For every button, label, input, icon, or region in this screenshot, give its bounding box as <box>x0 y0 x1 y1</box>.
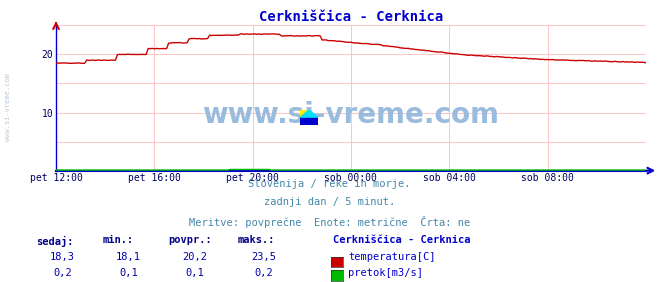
Text: 18,1: 18,1 <box>116 252 141 262</box>
Text: pretok[m3/s]: pretok[m3/s] <box>348 268 423 278</box>
Title: Cerkniščica - Cerknica: Cerkniščica - Cerknica <box>259 10 443 24</box>
Text: 0,2: 0,2 <box>53 268 72 278</box>
Text: 0,1: 0,1 <box>185 268 204 278</box>
Text: 20,2: 20,2 <box>182 252 207 262</box>
Text: 0,1: 0,1 <box>119 268 138 278</box>
Text: Cerkniščica - Cerknica: Cerkniščica - Cerknica <box>333 235 471 245</box>
Text: www.si-vreme.com: www.si-vreme.com <box>5 73 11 141</box>
Text: 23,5: 23,5 <box>251 252 276 262</box>
Text: min.:: min.: <box>102 235 133 245</box>
Polygon shape <box>300 118 318 125</box>
Text: www.si-vreme.com: www.si-vreme.com <box>202 102 500 129</box>
Text: povpr.:: povpr.: <box>168 235 212 245</box>
Text: 18,3: 18,3 <box>50 252 75 262</box>
Polygon shape <box>300 110 309 118</box>
Text: maks.:: maks.: <box>237 235 275 245</box>
Text: sedaj:: sedaj: <box>36 235 74 246</box>
Text: zadnji dan / 5 minut.: zadnji dan / 5 minut. <box>264 197 395 207</box>
Polygon shape <box>300 110 318 118</box>
Text: 0,2: 0,2 <box>254 268 273 278</box>
Text: Meritve: povprečne  Enote: metrične  Črta: ne: Meritve: povprečne Enote: metrične Črta:… <box>189 216 470 228</box>
Text: Slovenija / reke in morje.: Slovenija / reke in morje. <box>248 179 411 189</box>
Text: temperatura[C]: temperatura[C] <box>348 252 436 262</box>
